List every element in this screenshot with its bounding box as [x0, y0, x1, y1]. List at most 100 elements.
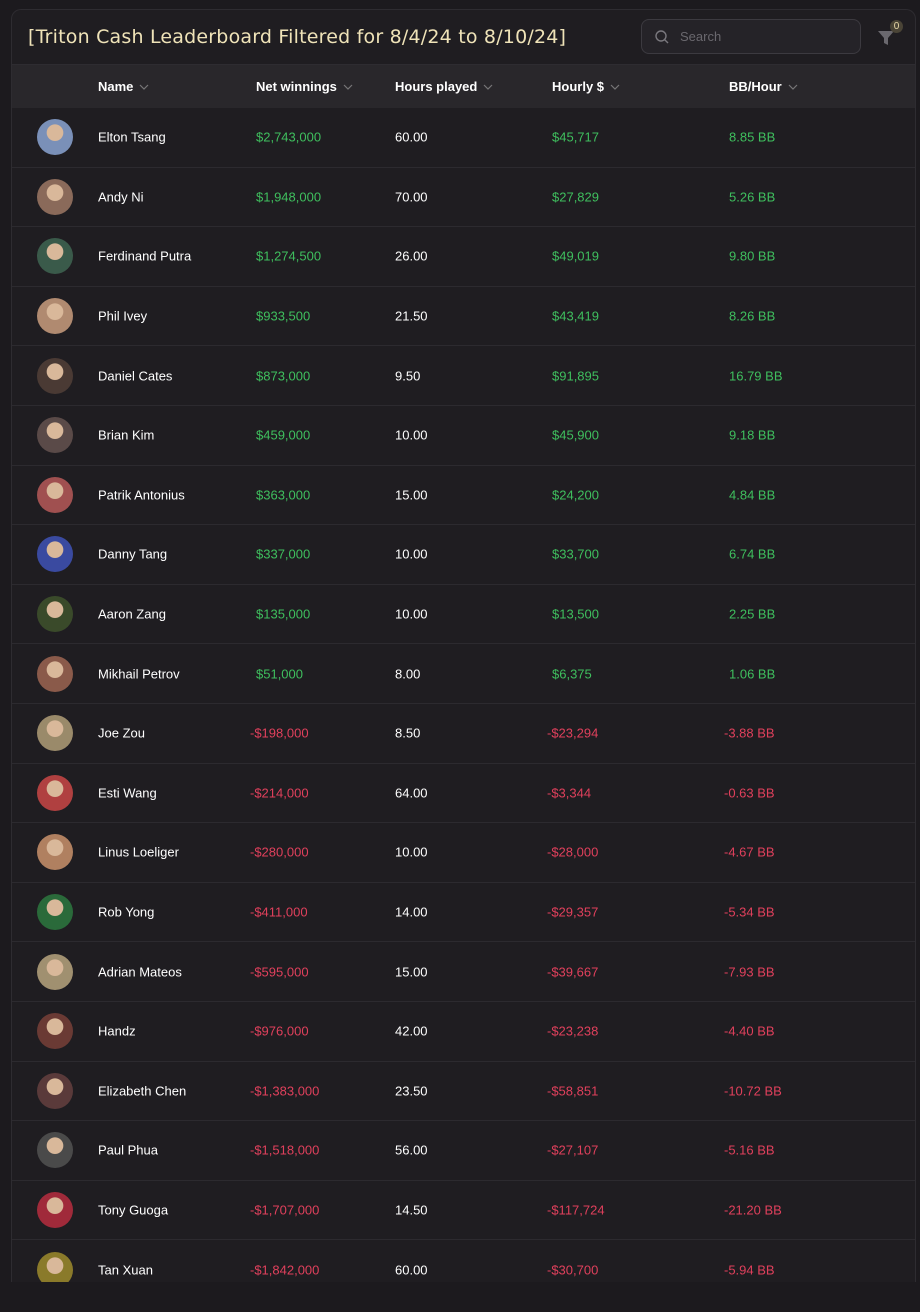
player-name[interactable]: Rob Yong — [98, 904, 155, 920]
bb-per-hour: 2.25 BB — [729, 606, 776, 622]
table-row[interactable]: Linus Loeliger -$280,000 10.00 -$28,000 -4.6… — [12, 823, 915, 883]
bb-per-hour: 16.79 BB — [729, 368, 783, 384]
hours-played: 56.00 — [395, 1142, 428, 1158]
table-row[interactable]: Andy Ni $1,948,000 70.00 $27,829 5.26 BB — [12, 168, 915, 228]
table-row[interactable]: Tony Guoga -$1,707,000 14.50 -$117,724 -21.2… — [12, 1181, 915, 1241]
hours-played: 8.50 — [395, 725, 421, 741]
hourly-dollars: -$117,724 — [547, 1202, 605, 1218]
table-row[interactable]: Mikhail Petrov $51,000 8.00 $6,375 1.06 BB — [12, 644, 915, 704]
net-winnings: $135,000 — [256, 606, 311, 622]
hourly-dollars: $49,019 — [552, 248, 599, 264]
hourly-dollars: -$27,107 — [547, 1142, 599, 1158]
player-name[interactable]: Handz — [98, 1023, 136, 1039]
hours-played: 10.00 — [395, 844, 428, 860]
player-name[interactable]: Ferdinand Putra — [98, 248, 192, 264]
filter-count-badge: 0 — [890, 20, 903, 33]
search-icon — [655, 29, 669, 43]
player-name[interactable]: Danny Tang — [98, 546, 168, 562]
bb-per-hour: 6.74 BB — [729, 546, 776, 562]
table-body: Elton Tsang $2,743,000 60.00 $45,717 8.85 BB… — [12, 108, 915, 1282]
table-row[interactable]: Daniel Cates $873,000 9.50 $91,895 16.79 BB — [12, 346, 915, 406]
avatar — [37, 417, 73, 454]
table-row[interactable]: Elizabeth Chen -$1,383,000 23.50 -$58,851 -1… — [12, 1062, 915, 1122]
table-row[interactable]: Rob Yong -$411,000 14.00 -$29,357 -5.34 BB — [12, 883, 915, 943]
table-row[interactable]: Elton Tsang $2,743,000 60.00 $45,717 8.85 BB — [12, 108, 915, 168]
search-input[interactable] — [678, 28, 842, 45]
bb-per-hour: -5.34 BB — [724, 904, 775, 920]
net-winnings: -$1,842,000 — [250, 1262, 320, 1278]
avatar — [37, 596, 73, 633]
sort-header-hourly[interactable]: Hourly $ — [552, 79, 620, 94]
hours-played: 15.00 — [395, 487, 428, 503]
hours-played: 10.00 — [395, 606, 428, 622]
avatar — [37, 1251, 73, 1282]
player-name[interactable]: Patrik Antonius — [98, 487, 185, 503]
player-name[interactable]: Tan Xuan — [98, 1262, 153, 1278]
avatar — [37, 894, 73, 931]
table-row[interactable]: Aaron Zang $135,000 10.00 $13,500 2.25 BB — [12, 585, 915, 645]
player-name[interactable]: Paul Phua — [98, 1142, 158, 1158]
hours-played: 42.00 — [395, 1023, 428, 1039]
table-row[interactable]: Phil Ivey $933,500 21.50 $43,419 8.26 BB — [12, 287, 915, 347]
hourly-dollars: $24,200 — [552, 487, 599, 503]
player-name[interactable]: Adrian Mateos — [98, 964, 182, 980]
table-row[interactable]: Paul Phua -$1,518,000 56.00 -$27,107 -5.16 B… — [12, 1121, 915, 1181]
filter-icon[interactable] — [874, 24, 900, 50]
player-name[interactable]: Mikhail Petrov — [98, 666, 180, 682]
table-row[interactable]: Joe Zou -$198,000 8.50 -$23,294 -3.88 BB — [12, 704, 915, 764]
avatar — [37, 536, 73, 573]
table-row[interactable]: Adrian Mateos -$595,000 15.00 -$39,667 -7.93… — [12, 942, 915, 1002]
page-title: [Triton Cash Leaderboard Filtered for 8/… — [28, 26, 567, 48]
hours-played: 23.50 — [395, 1083, 428, 1099]
player-name[interactable]: Linus Loeliger — [98, 844, 179, 860]
hours-played: 15.00 — [395, 964, 428, 980]
player-name[interactable]: Daniel Cates — [98, 368, 173, 384]
avatar — [37, 834, 73, 871]
hours-played: 60.00 — [395, 129, 428, 145]
chevron-down-icon — [483, 84, 493, 90]
player-name[interactable]: Andy Ni — [98, 189, 144, 205]
table-row[interactable]: Brian Kim $459,000 10.00 $45,900 9.18 BB — [12, 406, 915, 466]
player-name[interactable]: Joe Zou — [98, 725, 145, 741]
bb-per-hour: 5.26 BB — [729, 189, 776, 205]
bb-per-hour: -5.94 BB — [724, 1262, 775, 1278]
hours-played: 21.50 — [395, 308, 428, 324]
player-name[interactable]: Aaron Zang — [98, 606, 166, 622]
hourly-dollars: -$39,667 — [547, 964, 599, 980]
bb-per-hour: -5.16 BB — [724, 1142, 775, 1158]
player-name[interactable]: Brian Kim — [98, 427, 155, 443]
net-winnings: -$1,383,000 — [250, 1083, 320, 1099]
player-name[interactable]: Elton Tsang — [98, 129, 166, 145]
table-row[interactable]: Patrik Antonius $363,000 15.00 $24,200 4.84 … — [12, 466, 915, 526]
hourly-dollars: -$28,000 — [547, 844, 599, 860]
sort-header-net-winnings[interactable]: Net winnings — [256, 79, 353, 94]
avatar — [37, 1191, 73, 1228]
column-label: Net winnings — [256, 79, 337, 94]
net-winnings: -$411,000 — [250, 904, 308, 920]
player-name[interactable]: Phil Ivey — [98, 308, 148, 324]
net-winnings: $459,000 — [256, 427, 311, 443]
sort-header-hours-played[interactable]: Hours played — [395, 79, 493, 94]
player-name[interactable]: Elizabeth Chen — [98, 1083, 187, 1099]
sort-header-bb-hour[interactable]: BB/Hour — [729, 79, 798, 94]
hours-played: 26.00 — [395, 248, 428, 264]
table-row[interactable]: Handz -$976,000 42.00 -$23,238 -4.40 BB — [12, 1002, 915, 1062]
hourly-dollars: -$58,851 — [547, 1083, 599, 1099]
table-row[interactable]: Esti Wang -$214,000 64.00 -$3,344 -0.63 BB — [12, 764, 915, 824]
hourly-dollars: -$29,357 — [547, 904, 599, 920]
table-row[interactable]: Danny Tang $337,000 10.00 $33,700 6.74 BB — [12, 525, 915, 585]
net-winnings: $933,500 — [256, 308, 311, 324]
hourly-dollars: $27,829 — [552, 189, 599, 205]
table-row[interactable]: Tan Xuan -$1,842,000 60.00 -$30,700 -5.94 BB — [12, 1240, 915, 1282]
avatar — [37, 178, 73, 215]
player-name[interactable]: Tony Guoga — [98, 1202, 169, 1218]
player-name[interactable]: Esti Wang — [98, 785, 157, 801]
search-box[interactable] — [641, 19, 861, 54]
net-winnings: $1,274,500 — [256, 248, 322, 264]
hourly-dollars: $13,500 — [552, 606, 599, 622]
table-row[interactable]: Ferdinand Putra $1,274,500 26.00 $49,019 9.8… — [12, 227, 915, 287]
net-winnings: $337,000 — [256, 546, 311, 562]
hours-played: 8.00 — [395, 666, 421, 682]
hours-played: 14.00 — [395, 904, 428, 920]
sort-header-name[interactable]: Name — [98, 79, 149, 94]
